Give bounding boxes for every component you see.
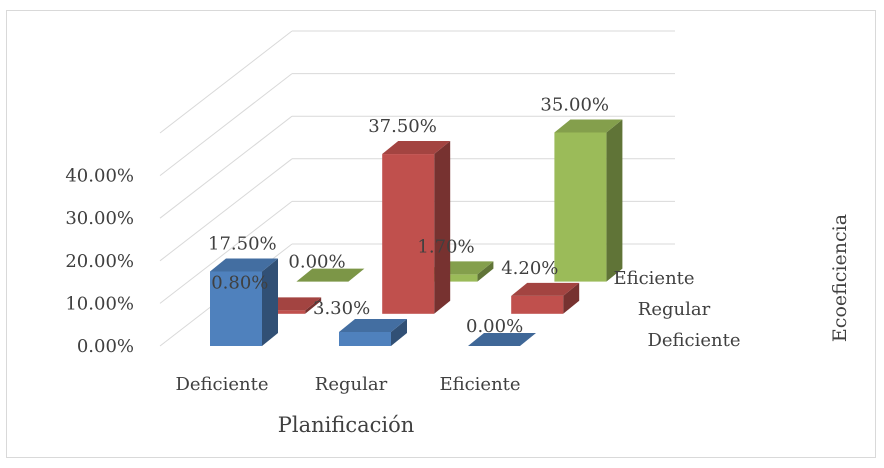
depth-category-regular: Regular (638, 299, 711, 320)
bar-eficiente-eficiente (554, 119, 623, 282)
gridline-side (159, 115, 293, 219)
data-label-regular-deficiente: 0.80% (211, 272, 268, 293)
data-label-deficiente-regular: 3.30% (313, 298, 370, 319)
data-label-regular-regular: 37.50% (368, 116, 437, 137)
y-tick-label: 40.00% (65, 166, 134, 187)
bar-top (382, 141, 451, 155)
depth-axis-title: Ecoeficiencia (829, 214, 851, 342)
bar-front (253, 310, 306, 314)
x-axis-title: Planificación (278, 413, 415, 437)
bar-side (563, 282, 580, 314)
bar-front (554, 132, 607, 282)
bar-side (434, 141, 451, 314)
bar-side (305, 297, 322, 314)
data-label-deficiente-deficiente: 17.50% (208, 233, 277, 254)
depth-axis-categories: Deficiente Regular Eficiente (613, 268, 740, 351)
data-labels: 0.00% 1.70% 35.00% 0.80% 37.50% 4.20% 17.50% 3.… (208, 95, 609, 338)
bar-top (554, 119, 623, 133)
data-label-regular-eficiente: 4.20% (501, 258, 558, 279)
bar-front (382, 154, 435, 314)
y-axis-ticks: 0.00% 10.00% 20.00% 30.00% 40.00% (65, 166, 134, 357)
bar-top (468, 333, 536, 346)
bar-regular-regular (382, 141, 451, 314)
data-label-eficiente-deficiente: 0.00% (288, 252, 345, 273)
depth-category-eficiente: Eficiente (613, 268, 694, 289)
x-axis-categories: Deficiente Regular Eficiente (175, 374, 520, 395)
bar-side (606, 119, 623, 282)
gridline-side (159, 73, 293, 176)
bar-deficiente-deficiente (210, 258, 278, 346)
gridline-side (159, 158, 293, 262)
bar-front (210, 271, 262, 346)
gridline-side (159, 201, 293, 304)
bar-side (262, 258, 278, 346)
bar-front (511, 295, 564, 314)
y-tick-label: 10.00% (65, 293, 134, 314)
data-label-deficiente-eficiente: 0.00% (466, 316, 523, 337)
bars (210, 119, 623, 346)
bar-top (339, 318, 407, 332)
y-tick-label: 20.00% (65, 251, 134, 272)
y-tick-label: 0.00% (77, 336, 134, 357)
bar-deficiente-eficiente (468, 333, 536, 346)
gridline-side (159, 30, 293, 134)
bar-top (511, 282, 580, 296)
bar-eficiente-deficiente (296, 268, 365, 282)
x-category-regular: Regular (315, 374, 388, 395)
data-label-eficiente-eficiente: 35.00% (540, 95, 609, 116)
bar-front (425, 274, 478, 282)
bar-deficiente-regular (339, 318, 407, 346)
bar-top (210, 258, 278, 272)
bar-side (391, 318, 407, 346)
x-category-deficiente: Deficiente (175, 374, 268, 395)
bar-top (296, 268, 365, 282)
x-category-eficiente: Eficiente (439, 374, 520, 395)
bar-regular-eficiente (511, 282, 580, 314)
bar-side (477, 261, 494, 282)
y-tick-label: 30.00% (65, 208, 134, 229)
depth-category-deficiente: Deficiente (647, 330, 740, 351)
bar-front (339, 331, 391, 346)
data-label-eficiente-regular: 1.70% (417, 236, 474, 257)
